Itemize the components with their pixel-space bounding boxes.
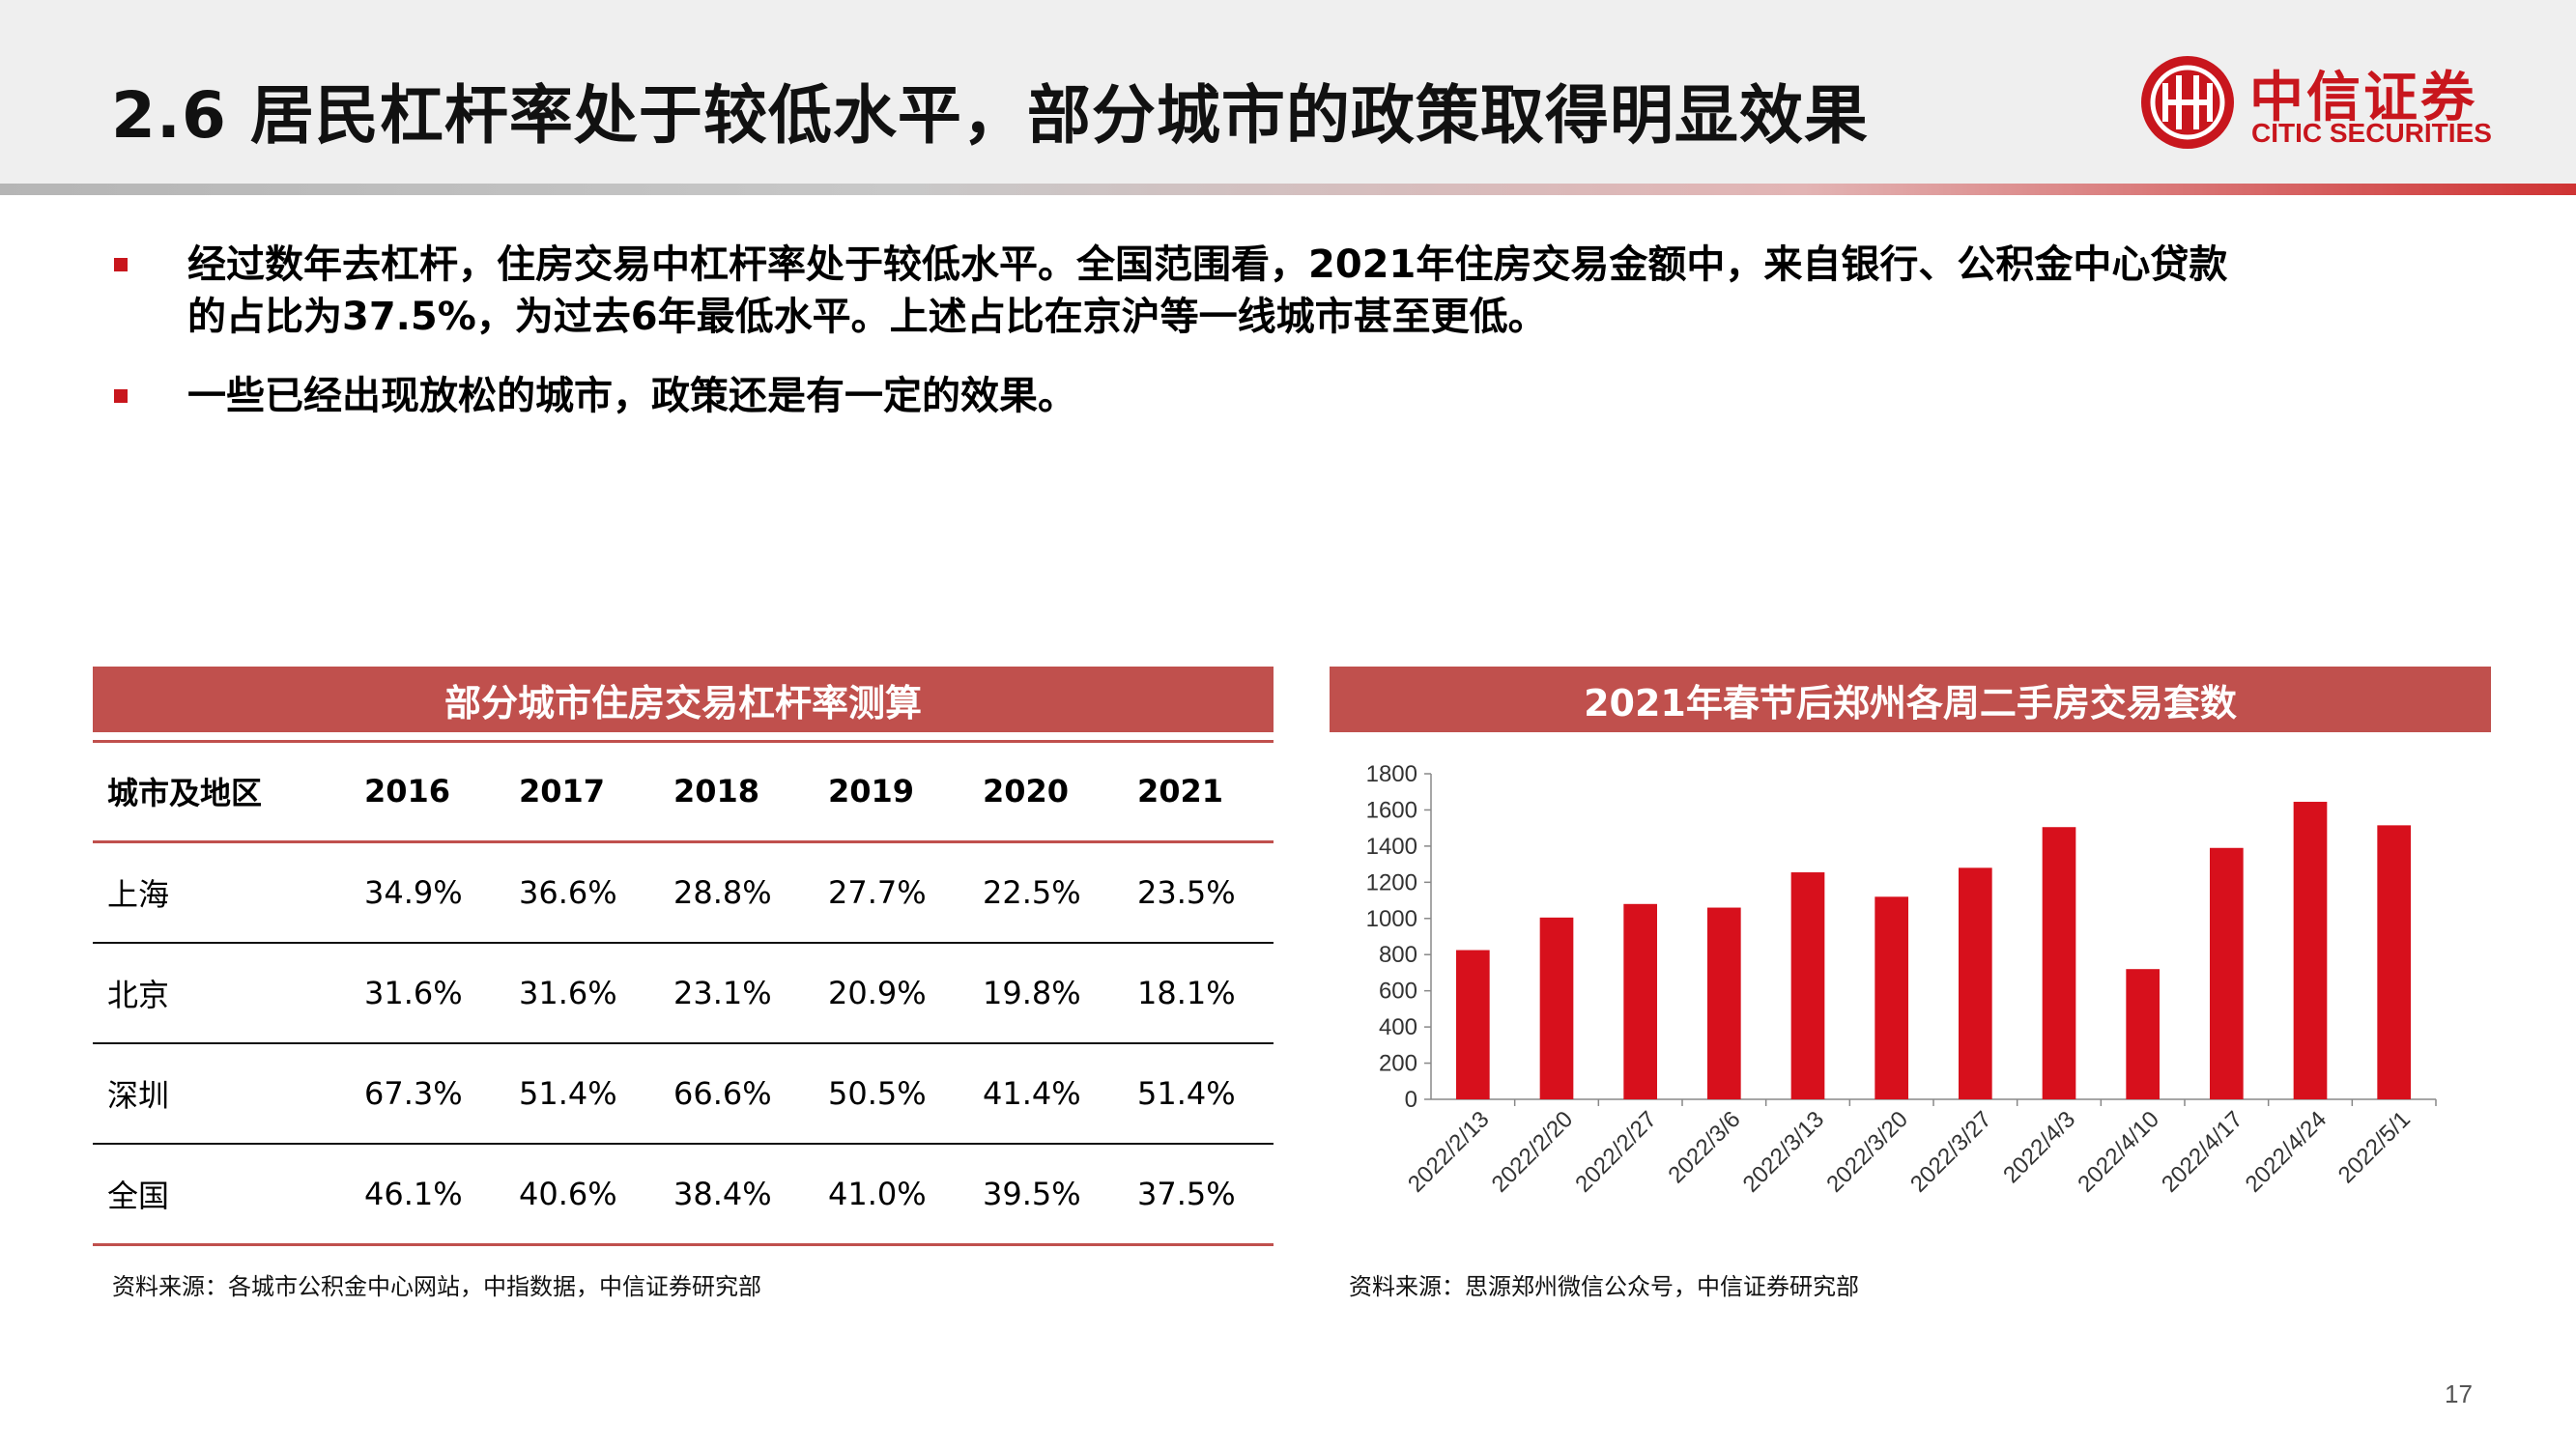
table-cell: 40.6% (504, 1144, 659, 1246)
bar (1456, 950, 1490, 1099)
chart-source-note: 资料来源：思源郑州微信公众号，中信证券研究部 (1349, 1273, 1859, 1300)
bullet-square-icon (114, 258, 128, 271)
bar (2210, 847, 2244, 1099)
header-divider (0, 184, 2576, 195)
table-row: 全国 46.1% 40.6% 38.4% 41.0% 39.5% 37.5% (93, 1144, 1274, 1246)
x-tick-label: 2022/3/13 (1738, 1106, 1830, 1198)
table-row: 上海 34.9% 36.6% 28.8% 27.7% 22.5% 23.5% (93, 841, 1274, 944)
table-cell: 31.6% (350, 943, 504, 1044)
table-row: 深圳 67.3% 51.4% 66.6% 50.5% 41.4% 51.4% (93, 1043, 1274, 1145)
table-cell: 全国 (93, 1144, 350, 1246)
table-cell: 38.4% (659, 1144, 814, 1246)
bar (2126, 969, 2160, 1099)
table-cell: 20.9% (814, 943, 968, 1044)
page-number: 17 (2445, 1379, 2473, 1408)
table-cell: 22.5% (968, 841, 1123, 944)
y-tick-label: 400 (1379, 1014, 1417, 1040)
table-cell: 39.5% (968, 1144, 1123, 1246)
y-tick-label: 1400 (1366, 834, 1417, 860)
x-tick-label: 2022/2/27 (1570, 1106, 1662, 1198)
column-header: 2016 (350, 742, 504, 843)
bullet-square-icon (114, 389, 128, 403)
table-cell: 66.6% (659, 1043, 814, 1145)
bar (2042, 827, 2076, 1099)
bullet-1-line-1: 经过数年去杠杆，住房交易中杠杆率处于较低水平。全国范围看，2021年住房交易金额… (187, 242, 2228, 287)
leverage-table: 城市及地区 2016 2017 2018 2019 2020 2021 上海 3… (93, 742, 1274, 1246)
table-cell: 41.4% (968, 1043, 1123, 1145)
slide-title: 2.6 居民杠杆率处于较低水平，部分城市的政策取得明显效果 (111, 78, 1869, 153)
table-cell: 51.4% (1123, 1043, 1274, 1145)
y-tick-label: 1800 (1366, 761, 1417, 787)
table-cell: 67.3% (350, 1043, 504, 1145)
table-panel-title: 部分城市住房交易杠杆率测算 (93, 667, 1274, 732)
x-tick-label: 2022/2/20 (1487, 1106, 1579, 1198)
chart-panel-title: 2021年春节后郑州各周二手房交易套数 (1330, 667, 2491, 732)
table-cell: 36.6% (504, 841, 659, 944)
logo-chinese-text: 中信证券 (2249, 66, 2477, 129)
bar (1539, 917, 1574, 1099)
table-header-row: 城市及地区 2016 2017 2018 2019 2020 2021 (93, 742, 1274, 843)
table-cell: 51.4% (504, 1043, 659, 1145)
table-cell: 上海 (93, 841, 350, 944)
table-cell: 27.7% (814, 841, 968, 944)
citic-logo-icon (2141, 56, 2234, 149)
table-cell: 深圳 (93, 1043, 350, 1145)
column-header: 2019 (814, 742, 968, 843)
bullet-point-2: 一些已经出现放松的城市，政策还是有一定的效果。 (114, 370, 2472, 424)
table-cell: 41.0% (814, 1144, 968, 1246)
x-tick-label: 2022/2/13 (1403, 1106, 1495, 1198)
table-cell: 18.1% (1123, 943, 1274, 1044)
table-top-rule (93, 740, 1274, 743)
table-cell: 北京 (93, 943, 350, 1044)
column-header: 2021 (1123, 742, 1274, 843)
logo-english-text: CITIC SECURITIES (2251, 118, 2492, 148)
x-tick-label: 2022/3/27 (1905, 1106, 1997, 1198)
bar (1959, 867, 1992, 1099)
bullet-point-1: 经过数年去杠杆，住房交易中杠杆率处于较低水平。全国范围看，2021年住房交易金额… (114, 239, 2472, 345)
bar (2377, 825, 2411, 1099)
x-tick-label: 2022/4/24 (2241, 1106, 2333, 1198)
y-tick-label: 200 (1379, 1051, 1417, 1077)
x-tick-label: 2022/4/10 (2073, 1106, 2164, 1198)
bar (1707, 907, 1741, 1099)
bar (1623, 903, 1657, 1099)
y-tick-label: 600 (1379, 979, 1417, 1005)
table-cell: 19.8% (968, 943, 1123, 1044)
bar-chart: 0 200 400 600 800 1000 1200 1400 1600 1800 2022/2/… (1366, 761, 2437, 1198)
table-row: 北京 31.6% 31.6% 23.1% 20.9% 19.8% 18.1% (93, 943, 1274, 1044)
table-source-note: 资料来源：各城市公积金中心网站，中指数据，中信证券研究部 (112, 1273, 761, 1300)
table-cell: 23.1% (659, 943, 814, 1044)
bar (1875, 896, 1908, 1099)
table-cell: 37.5% (1123, 1144, 1274, 1246)
x-tick-label: 2022/3/20 (1821, 1106, 1913, 1198)
column-header: 2018 (659, 742, 814, 843)
table-cell: 23.5% (1123, 841, 1274, 944)
table-cell: 34.9% (350, 841, 504, 944)
y-tick-label: 1000 (1366, 906, 1417, 932)
y-tick-label: 1200 (1366, 869, 1417, 895)
bullet-2-line-1: 一些已经出现放松的城市，政策还是有一定的效果。 (187, 374, 1076, 418)
x-tick-label: 2022/3/6 (1663, 1106, 1745, 1188)
column-header: 2020 (968, 742, 1123, 843)
x-tick-label: 2022/4/17 (2157, 1106, 2248, 1198)
y-tick-label: 0 (1405, 1087, 1417, 1113)
bar (2293, 802, 2328, 1099)
x-tick-label: 2022/4/3 (1998, 1106, 2080, 1188)
column-header: 城市及地区 (93, 742, 350, 843)
x-tick-label: 2022/5/1 (2333, 1106, 2416, 1188)
bar (1790, 872, 1825, 1099)
table-cell: 28.8% (659, 841, 814, 944)
table-cell: 50.5% (814, 1043, 968, 1145)
bullet-1-line-2: 的占比为37.5%，为过去6年最低水平。上述占比在京沪等一线城市甚至更低。 (187, 295, 1547, 339)
citic-logo: 中信证券 CITIC SECURITIES (2137, 52, 2495, 153)
column-header: 2017 (504, 742, 659, 843)
table-cell: 31.6% (504, 943, 659, 1044)
y-tick-label: 800 (1379, 942, 1417, 968)
y-tick-label: 1600 (1366, 797, 1417, 823)
table-cell: 46.1% (350, 1144, 504, 1246)
